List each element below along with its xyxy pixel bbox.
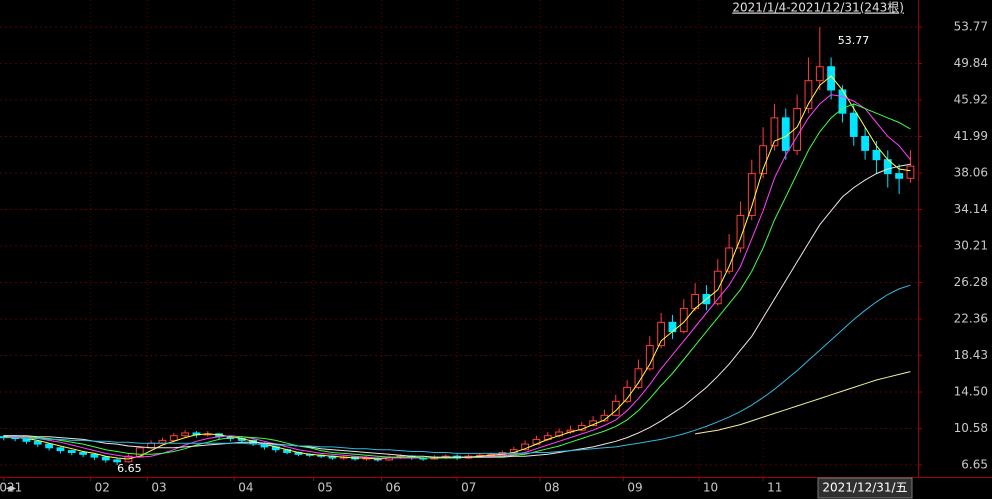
y-tick-label: 18.43 bbox=[954, 348, 988, 362]
candle-body bbox=[611, 400, 620, 416]
ma-line bbox=[3, 163, 911, 458]
y-tick-label: 6.65 bbox=[961, 458, 988, 472]
candle-body bbox=[895, 173, 904, 179]
candle-body bbox=[113, 459, 122, 463]
y-tick-label: 10.58 bbox=[954, 421, 988, 435]
candle-body bbox=[33, 440, 42, 445]
candle-body bbox=[713, 270, 722, 305]
x-tick-label: 06 bbox=[386, 481, 401, 495]
candle-body bbox=[747, 173, 756, 216]
y-tick-label: 14.50 bbox=[954, 385, 988, 399]
candle-body bbox=[56, 447, 65, 452]
candle-body bbox=[101, 456, 110, 461]
y-tick-label: 22.36 bbox=[954, 311, 988, 325]
candle-body bbox=[872, 149, 881, 161]
candle-body bbox=[804, 80, 813, 110]
candle-body bbox=[657, 321, 666, 347]
candle-body bbox=[645, 345, 654, 370]
candle-body bbox=[861, 135, 870, 151]
x-tick-label: 09 bbox=[627, 481, 642, 495]
ma-line bbox=[3, 103, 911, 459]
y-tick-label: 53.77 bbox=[954, 20, 988, 34]
candle-body bbox=[67, 450, 76, 453]
y-tick-label: 45.92 bbox=[954, 93, 988, 107]
x-tick-label: 04 bbox=[238, 481, 253, 495]
candle-body bbox=[45, 443, 54, 449]
x-tick-label: 03 bbox=[151, 481, 166, 495]
candle-body bbox=[79, 451, 88, 455]
x-tick-label: 08 bbox=[544, 481, 559, 495]
candle-body bbox=[736, 214, 745, 249]
cursor-label: 2021/12/31/五 bbox=[822, 481, 907, 495]
cursor-box bbox=[817, 477, 913, 499]
candle-body bbox=[169, 435, 178, 441]
x-tick-label: 02 bbox=[95, 481, 110, 495]
y-tick-label: 41.99 bbox=[954, 129, 988, 143]
candle-body bbox=[815, 66, 824, 82]
y-tick-label: 38.06 bbox=[954, 166, 988, 180]
candle-body bbox=[90, 453, 99, 458]
extreme-label: 6.65 bbox=[117, 462, 142, 475]
x-tick-label: 11 bbox=[767, 481, 782, 495]
ma-line bbox=[695, 371, 911, 435]
candle-body bbox=[906, 165, 915, 179]
x-tick-label: 05 bbox=[318, 481, 333, 495]
candle-body bbox=[725, 247, 734, 272]
chart-title: 2021/1/4-2021/12/31(243根) bbox=[732, 1, 904, 15]
y-tick-label: 30.21 bbox=[954, 239, 988, 253]
candle-body bbox=[600, 414, 609, 422]
candle-body bbox=[679, 307, 688, 333]
ma-line bbox=[3, 284, 911, 454]
scroll-arrows[interactable]: ◂▸ bbox=[6, 483, 16, 494]
candle-body bbox=[849, 112, 858, 137]
x-tick-label: 10 bbox=[703, 481, 718, 495]
candle-body bbox=[770, 117, 779, 147]
x-tick-label: 07 bbox=[461, 481, 476, 495]
y-tick-label: 34.14 bbox=[954, 202, 988, 216]
extreme-label: 53.77 bbox=[838, 34, 870, 47]
y-tick-label: 49.84 bbox=[954, 56, 988, 70]
candle-body bbox=[181, 432, 190, 437]
x-tick-label: 2021 bbox=[0, 481, 22, 495]
y-tick-label: 26.28 bbox=[954, 275, 988, 289]
